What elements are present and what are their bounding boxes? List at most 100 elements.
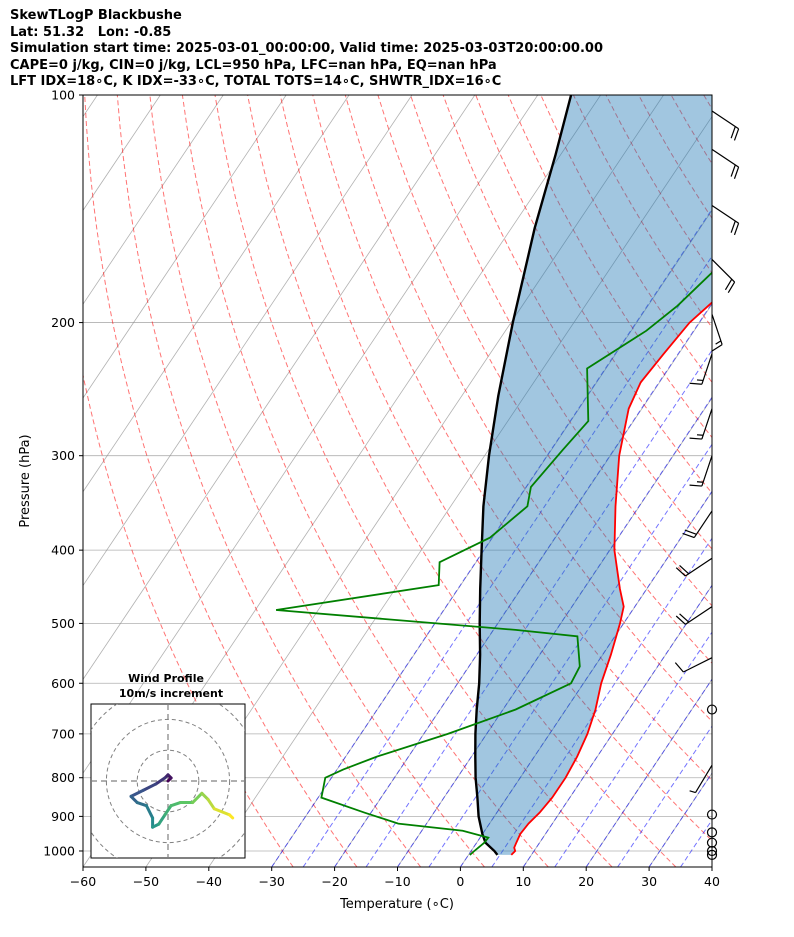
dry-adiabat — [475, 95, 712, 494]
calm-wind-circle — [706, 837, 718, 848]
dry-adiabat — [344, 95, 712, 723]
hodograph-segment — [212, 807, 232, 817]
x-tick-label: −20 — [321, 874, 347, 889]
barb-shaft — [711, 110, 739, 130]
barb-flag — [679, 565, 690, 575]
wind-barb — [706, 809, 718, 820]
dry-adiabat — [703, 95, 712, 110]
barb-flag — [730, 126, 736, 139]
wind-barb — [675, 557, 713, 577]
barb-shaft — [701, 408, 713, 440]
y-tick-label: 500 — [51, 616, 75, 631]
dry-adiabat — [116, 95, 422, 867]
y-tick-label: 400 — [51, 543, 75, 558]
x-tick-label: 20 — [578, 874, 594, 889]
dry-adiabat — [736, 95, 794, 867]
cape-line: CAPE=0 j/kg, CIN=0 j/kg, LCL=950 hPa, LF… — [10, 57, 497, 73]
hodograph-segment — [163, 804, 173, 817]
temperature-line — [510, 301, 712, 856]
wind-barb — [706, 704, 718, 715]
barb-shaft — [711, 148, 739, 168]
chart-title: SkewTLogP Blackbushe — [10, 8, 182, 23]
calm-wind-circle — [706, 845, 718, 857]
x-tick-label: −60 — [70, 874, 96, 889]
hodograph-segment — [169, 801, 182, 808]
wind-barb — [689, 408, 713, 440]
barb-shaft — [711, 314, 723, 345]
barb-flag — [727, 281, 736, 293]
dry-adiabat — [507, 95, 712, 439]
moist-adiabat — [522, 584, 712, 867]
wind-barb — [711, 258, 736, 293]
dry-adiabat — [181, 95, 549, 867]
dry-adiabat — [442, 95, 712, 550]
x-tick-label: −30 — [259, 874, 285, 889]
barb-flag — [730, 220, 736, 233]
wind-barb — [706, 827, 718, 838]
hodograph-segment — [135, 801, 148, 808]
y-tick-label: 900 — [51, 809, 75, 824]
hodograph-segment — [191, 791, 204, 805]
chart-header: SkewTLogP Blackbushe Lat: 51.32 Lon: -0.… — [10, 8, 603, 91]
wind-barb — [706, 845, 718, 857]
hodograph-subtitle: 10m/s increment — [119, 687, 223, 700]
index-line: LFT IDX=18∘C, K IDX=-33∘C, TOTAL TOTS=14… — [10, 74, 502, 89]
wind-barb — [706, 849, 718, 860]
x-tick-label: 0 — [456, 874, 464, 889]
dry-adiabat — [214, 95, 613, 867]
y-axis-label: Pressure (hPa) — [18, 434, 33, 527]
y-tick-label: 300 — [51, 448, 75, 463]
hodograph-title: Wind Profile — [128, 672, 204, 685]
barb-flag — [711, 344, 723, 352]
moist-adiabat — [302, 255, 712, 867]
isotherm-line — [83, 95, 413, 587]
moist-adiabat — [711, 866, 712, 867]
moist-adiabat — [617, 725, 712, 867]
moist-adiabat — [491, 537, 712, 867]
x-tick-label: −10 — [384, 874, 410, 889]
wind-barbs — [674, 110, 740, 860]
y-tick-label: 600 — [51, 676, 75, 691]
moist-adiabat — [459, 490, 712, 867]
calm-wind-circle — [706, 809, 718, 820]
barb-flag — [675, 615, 686, 625]
time-line: Simulation start time: 2025-03-01_00:00:… — [10, 41, 603, 56]
dry-adiabat — [149, 95, 485, 867]
barb-flag — [730, 164, 736, 177]
moist-adiabat — [334, 302, 712, 867]
wind-barb — [706, 837, 718, 848]
cape-shading — [475, 95, 712, 855]
hodograph-segment — [141, 782, 158, 792]
dry-adiabat — [83, 372, 294, 867]
barb-flag — [733, 223, 740, 236]
barb-shaft — [685, 557, 713, 577]
wind-barb — [689, 764, 713, 794]
moist-adiabat — [744, 95, 794, 867]
barb-flag — [689, 382, 702, 385]
x-tick-label: 40 — [704, 874, 720, 889]
dry-adiabat — [84, 95, 358, 867]
calm-wind-circle — [706, 827, 718, 838]
barb-flag — [674, 662, 684, 673]
barb-flag — [689, 484, 702, 487]
x-tick-label: −40 — [196, 874, 222, 889]
dry-adiabat — [247, 95, 677, 867]
barb-shaft — [711, 258, 736, 283]
location-line: Lat: 51.32 Lon: -0.85 — [10, 24, 172, 40]
wind-barb — [675, 606, 713, 625]
dewpoint-line — [275, 271, 712, 856]
wind-barb — [711, 204, 740, 236]
moist-adiabat — [365, 349, 712, 867]
x-tick-label: 10 — [515, 874, 531, 889]
dry-adiabat — [410, 95, 712, 607]
barb-flag — [682, 532, 695, 539]
isotherm-line — [711, 866, 712, 867]
barb-flag — [733, 128, 740, 141]
hodograph-ring — [136, 749, 200, 813]
moist-adiabat — [648, 772, 712, 867]
wind-barb — [674, 657, 713, 673]
y-tick-label: 1000 — [43, 843, 75, 858]
barb-flag — [675, 567, 686, 577]
y-tick-label: 700 — [51, 726, 75, 741]
